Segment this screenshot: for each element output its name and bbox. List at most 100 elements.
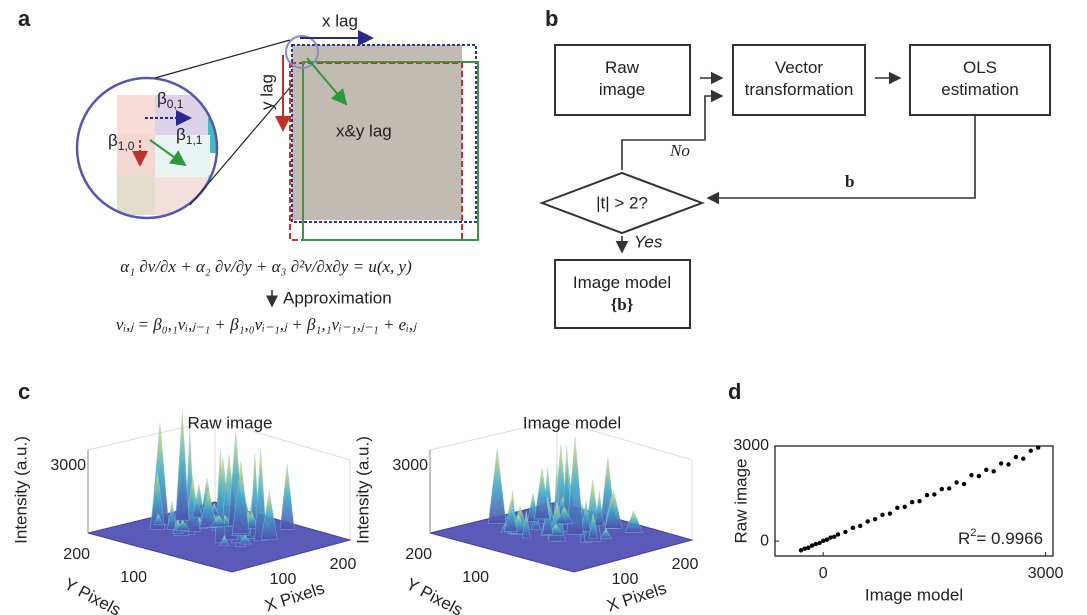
x-tick-label: 100 bbox=[270, 571, 297, 588]
panel-label: b bbox=[545, 6, 558, 31]
point bbox=[832, 534, 837, 539]
beta: β1,1 bbox=[176, 125, 203, 147]
point bbox=[939, 486, 944, 492]
annotation-base: R bbox=[958, 529, 970, 548]
x-tick-label: 0 bbox=[819, 565, 828, 582]
edge-label: Yes bbox=[634, 232, 663, 251]
surface-peak bbox=[522, 510, 531, 539]
point bbox=[813, 541, 818, 547]
surface-peak bbox=[594, 491, 604, 527]
surface-peak bbox=[232, 461, 250, 534]
surface-peak bbox=[599, 527, 613, 540]
zoom-origin bbox=[285, 35, 319, 69]
point bbox=[895, 505, 900, 511]
point bbox=[887, 511, 893, 516]
x-lag-label: x lag bbox=[322, 11, 358, 30]
surface-peak bbox=[624, 510, 643, 533]
lag-zoom bbox=[77, 78, 217, 218]
panel-label: d bbox=[728, 379, 741, 404]
z-tick-label: 3000 bbox=[50, 457, 86, 474]
surface-peak bbox=[175, 411, 190, 521]
surface-peak bbox=[534, 467, 550, 520]
point bbox=[835, 532, 841, 537]
point bbox=[1021, 456, 1026, 461]
point bbox=[991, 469, 996, 474]
node-label: Raw image bbox=[599, 58, 645, 99]
arrow bbox=[306, 57, 348, 106]
point bbox=[809, 543, 815, 548]
beta: β0,1 bbox=[157, 89, 184, 111]
surface-peak bbox=[254, 450, 267, 541]
point bbox=[924, 492, 930, 498]
point bbox=[917, 498, 922, 504]
xy-lag-label: x&y lag bbox=[336, 121, 392, 140]
x-tick-label: 100 bbox=[612, 571, 639, 588]
surface-peak bbox=[149, 470, 166, 530]
y-axis-label: Raw image bbox=[731, 458, 750, 543]
z-axis-label: Intensity (a.u.) bbox=[11, 436, 30, 544]
point bbox=[1006, 462, 1011, 467]
scatter-plot: 0 3000 0 3000 Image model Raw image R2= 0.9966 bbox=[731, 437, 1063, 604]
zoom-line bbox=[154, 39, 291, 79]
y-tick-label: 3000 bbox=[733, 437, 769, 454]
surface-peak bbox=[167, 501, 177, 530]
point bbox=[806, 545, 811, 550]
point bbox=[817, 540, 822, 546]
surface-peak bbox=[219, 534, 229, 546]
plot-frame bbox=[774, 445, 1054, 557]
y-lag-label: y lag bbox=[257, 74, 276, 110]
beta: β1,0 bbox=[108, 131, 135, 153]
point bbox=[880, 512, 885, 517]
equation: α₁ ∂v/∂x + α₂ ∂v/∂y + α₃ ∂²v/∂x∂y = u(x,… bbox=[120, 257, 412, 276]
decision-node bbox=[539, 171, 705, 235]
point bbox=[1028, 448, 1033, 453]
annotation-sup: 2 bbox=[970, 527, 976, 539]
surface-peak bbox=[239, 533, 252, 545]
node bbox=[554, 44, 691, 116]
point bbox=[909, 499, 915, 505]
panel-label: c bbox=[18, 379, 30, 404]
y-tick-label: 200 bbox=[63, 546, 90, 563]
surface-peak bbox=[175, 519, 191, 531]
point bbox=[820, 538, 826, 543]
surface-peak bbox=[199, 490, 218, 528]
point bbox=[932, 492, 937, 497]
point bbox=[969, 472, 974, 478]
surface-peak bbox=[260, 490, 278, 540]
node bbox=[554, 259, 691, 329]
y-axis-label: Y Pixels bbox=[403, 574, 466, 615]
equation: vᵢ,ⱼ = β₀,₁vᵢ,ⱼ₋₁ + β₁,₀vᵢ₋₁,ⱼ + β₁,₁vᵢ₋… bbox=[116, 315, 417, 334]
surface-peak bbox=[581, 501, 591, 532]
surface-peak bbox=[604, 490, 623, 529]
plot-title: Image model bbox=[523, 413, 621, 432]
surface-peak bbox=[555, 506, 574, 524]
point bbox=[872, 517, 878, 522]
point bbox=[1035, 445, 1041, 450]
edge-label: No bbox=[669, 141, 690, 160]
x-tick-label: 3000 bbox=[1028, 565, 1064, 582]
y-tick-label: 100 bbox=[462, 569, 489, 586]
y-tick-label: 0 bbox=[760, 532, 769, 549]
point bbox=[998, 461, 1004, 466]
node-label: Vector transformation bbox=[745, 58, 854, 99]
point bbox=[954, 480, 959, 485]
x-axis-label: Image model bbox=[865, 585, 963, 604]
zoom-circle bbox=[75, 76, 219, 220]
point bbox=[961, 481, 967, 487]
point bbox=[850, 525, 856, 530]
surface-peak bbox=[153, 513, 163, 525]
node-label: Image model {b} bbox=[573, 273, 671, 313]
point bbox=[798, 548, 804, 553]
y-tick-label: 200 bbox=[405, 546, 432, 563]
approximation-label: Approximation bbox=[283, 288, 392, 307]
surface-peak bbox=[279, 464, 295, 530]
point bbox=[802, 546, 807, 551]
point bbox=[902, 504, 907, 510]
zoom-line bbox=[189, 69, 306, 206]
z-tick-label: 3000 bbox=[392, 457, 428, 474]
